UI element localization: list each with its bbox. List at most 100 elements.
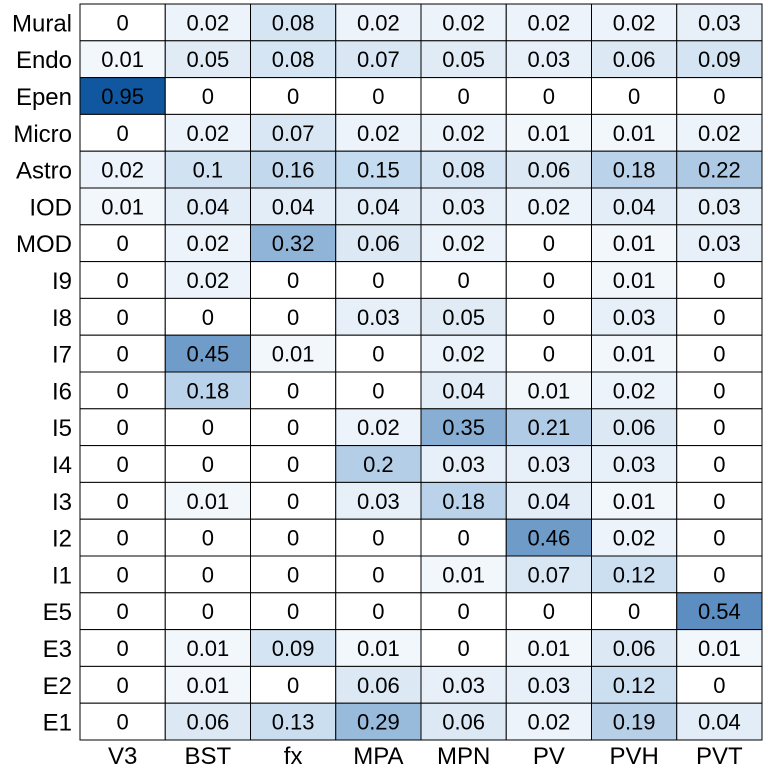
heatmap-cell-micro-mpn — [420, 113, 507, 152]
heatmap-cell-e5-fx — [250, 592, 337, 631]
cell-value-label: 0.02 — [527, 710, 570, 735]
column-label-bst: BST — [185, 743, 232, 768]
cell-value-label: 0 — [117, 342, 129, 367]
heatmap-cell-e5-pvh — [591, 592, 678, 631]
column-label-pvh: PVH — [609, 743, 658, 768]
cell-value-label: 0 — [372, 562, 384, 587]
heatmap-cell-i7-fx — [250, 334, 337, 373]
cell-value-label: 0 — [713, 305, 725, 330]
row-label-i9: I9 — [52, 268, 72, 295]
heatmap-cell-astro-pvt — [676, 150, 763, 189]
heatmap-cell-i2-pvt — [676, 518, 763, 557]
cell-value-label: 0 — [713, 526, 725, 551]
cell-value-label: 0 — [713, 415, 725, 440]
heatmap-cell-e3-pv — [505, 629, 592, 667]
heatmap-cell-epen-v3 — [79, 77, 166, 115]
heatmap-cell-e1-mpa — [335, 702, 422, 741]
row-label-i2: I2 — [52, 526, 72, 553]
heatmap-cell-i4-pvt — [676, 445, 763, 483]
cell-value-label: 0.02 — [186, 10, 229, 35]
cell-value-label: 0.04 — [613, 194, 656, 219]
cell-value-label: 0.06 — [442, 710, 485, 735]
heatmap-cell-micro-fx — [250, 113, 337, 152]
heatmap-cell-iod-pvt — [676, 187, 763, 226]
row-label-mural: Mural — [12, 10, 72, 37]
cell-value-label: 0.54 — [698, 599, 741, 624]
cell-value-label: 0 — [458, 636, 470, 661]
cell-value-label: 0 — [713, 378, 725, 403]
heatmap-cell-i7-pv — [505, 334, 592, 373]
cell-value-label: 0.05 — [186, 47, 229, 72]
cell-value-label: 0 — [202, 452, 214, 477]
cell-value-label: 0.01 — [613, 268, 656, 293]
cell-value-label: 0 — [713, 268, 725, 293]
heatmap-cell-i3-mpa — [335, 481, 422, 520]
cell-value-label: 0.06 — [613, 415, 656, 440]
heatmap-cell-e2-pvt — [676, 665, 763, 704]
cell-value-label: 0.2 — [363, 452, 394, 477]
row-label-endo: Endo — [16, 47, 72, 74]
cell-value-label: 0 — [117, 636, 129, 661]
heatmap-cell-mural-bst — [164, 3, 251, 42]
heatmap-cell-i2-mpa — [335, 518, 422, 557]
cell-value-label: 0 — [287, 562, 299, 587]
heatmap-cell-e2-pvh — [591, 665, 678, 704]
cell-value-label: 0 — [117, 121, 129, 146]
cell-value-label: 0.02 — [186, 231, 229, 256]
heatmap-cell-epen-fx — [250, 77, 337, 115]
column-label-fx: fx — [284, 743, 303, 768]
heatmap-cell-i1-v3 — [79, 555, 166, 594]
heatmap-cell-i7-pvh — [591, 334, 678, 373]
heatmap-cell-mod-pvh — [591, 224, 678, 263]
cell-value-label: 0.12 — [613, 562, 656, 587]
heatmap-cell-i6-mpn — [420, 371, 507, 410]
cell-value-label: 0.29 — [357, 710, 400, 735]
cell-value-label: 0.03 — [527, 673, 570, 698]
cell-value-label: 0.02 — [698, 121, 741, 146]
heatmap-cell-e5-v3 — [79, 592, 166, 631]
cell-value-label: 0.04 — [698, 710, 741, 735]
cell-value-label: 0.01 — [613, 342, 656, 367]
heatmap-cell-mural-v3 — [79, 3, 166, 42]
cell-value-label: 0 — [117, 268, 129, 293]
heatmap-cell-astro-mpn — [420, 150, 507, 189]
cell-value-label: 0.1 — [193, 158, 224, 183]
heatmap-cell-e1-fx — [250, 702, 337, 741]
heatmap-cell-e3-bst — [164, 629, 251, 667]
cell-value-label: 0.21 — [527, 415, 570, 440]
cell-value-label: 0 — [543, 268, 555, 293]
heatmap-cell-micro-pvh — [591, 113, 678, 152]
cell-value-label: 0.04 — [442, 378, 485, 403]
cell-value-label: 0.02 — [101, 158, 144, 183]
cell-value-label: 0 — [458, 599, 470, 624]
heatmap-cell-e1-v3 — [79, 702, 166, 741]
cell-value-label: 0.08 — [442, 158, 485, 183]
heatmap-cell-i4-pvh — [591, 445, 678, 483]
heatmap-cell-i3-fx — [250, 481, 337, 520]
row-label-i5: I5 — [52, 415, 72, 442]
cell-value-label: 0 — [372, 378, 384, 403]
heatmap-cell-micro-mpa — [335, 113, 422, 152]
cell-value-label: 0 — [117, 710, 129, 735]
cell-value-label: 0 — [287, 84, 299, 109]
cell-value-label: 0.03 — [527, 47, 570, 72]
heatmap-cell-mural-pv — [505, 3, 592, 42]
cell-value-label: 0.12 — [613, 673, 656, 698]
cell-value-label: 0.01 — [613, 121, 656, 146]
cell-value-label: 0 — [372, 526, 384, 551]
heatmap-cell-e5-pv — [505, 592, 592, 631]
heatmap-cell-mod-pv — [505, 224, 592, 263]
heatmap-cell-i1-fx — [250, 555, 337, 594]
row-label-i4: I4 — [52, 452, 72, 479]
row-label-e1: E1 — [43, 710, 72, 737]
heatmap-cell-iod-fx — [250, 187, 337, 226]
heatmap-cell-i4-v3 — [79, 445, 166, 483]
cell-value-label: 0 — [117, 10, 129, 35]
row-label-e5: E5 — [43, 599, 72, 626]
cell-value-label: 0 — [628, 84, 640, 109]
cell-value-label: 0 — [543, 84, 555, 109]
cell-value-label: 0.03 — [357, 489, 400, 514]
cell-value-label: 0 — [372, 599, 384, 624]
cell-value-label: 0 — [117, 378, 129, 403]
cell-value-label: 0.01 — [357, 636, 400, 661]
